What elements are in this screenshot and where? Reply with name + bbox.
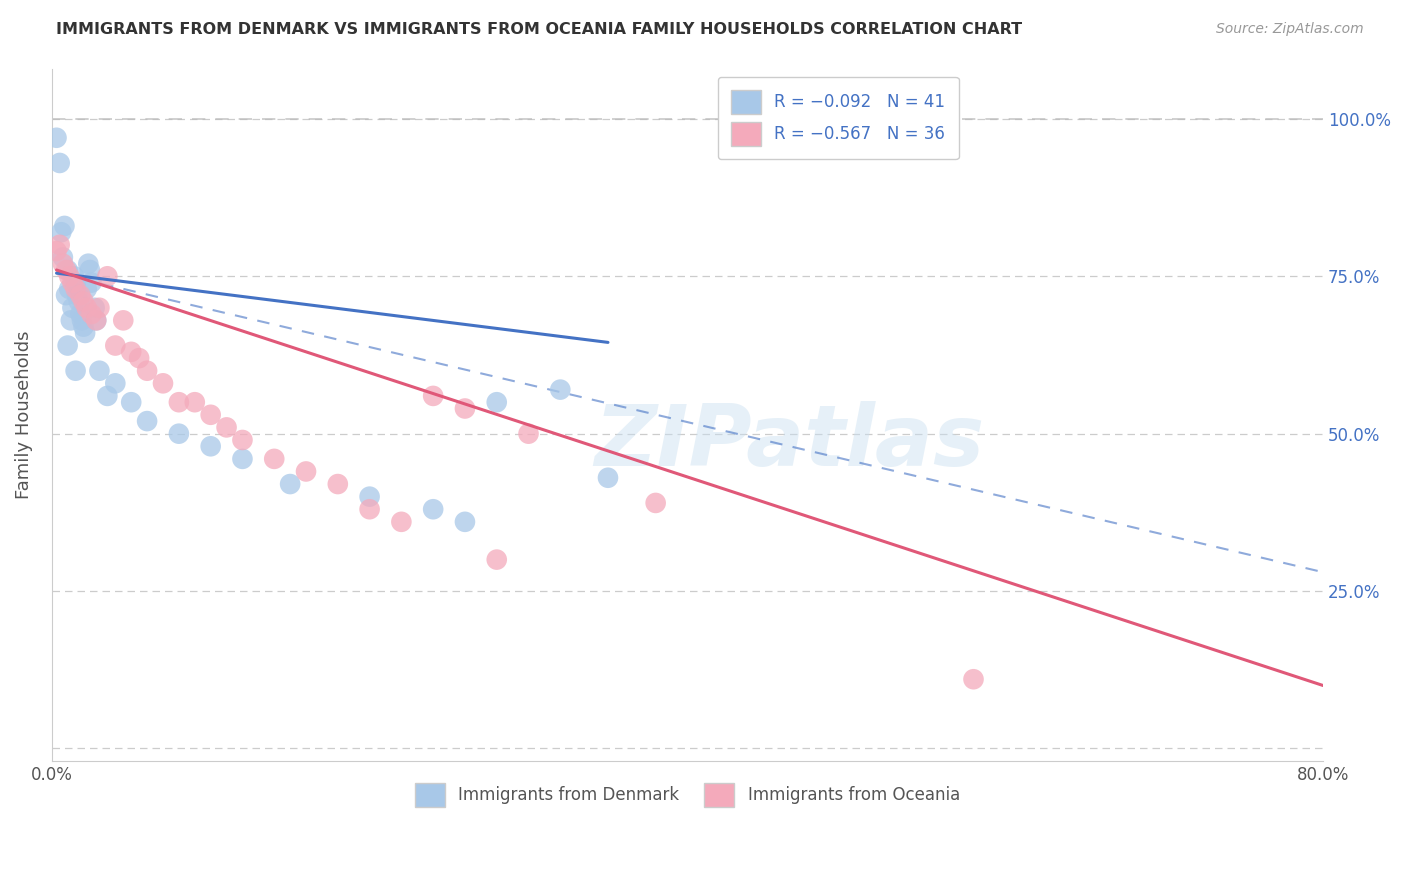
Point <box>65 282 87 296</box>
Point <box>67 294 90 309</box>
Point <box>66 288 89 302</box>
Point <box>45 244 67 259</box>
Point <box>84 313 107 327</box>
Point <box>58 269 80 284</box>
Point <box>962 672 984 686</box>
Point <box>75 326 97 340</box>
Y-axis label: Family Households: Family Households <box>15 331 32 499</box>
Point <box>62 301 84 315</box>
Point <box>454 515 477 529</box>
Point <box>231 433 253 447</box>
Point <box>422 502 444 516</box>
Point <box>56 338 79 352</box>
Point <box>79 263 101 277</box>
Point <box>104 338 127 352</box>
Point <box>89 301 111 315</box>
Point <box>72 319 94 334</box>
Point <box>96 269 118 284</box>
Text: IMMIGRANTS FROM DENMARK VS IMMIGRANTS FROM OCEANIA FAMILY HOUSEHOLDS CORRELATION: IMMIGRANTS FROM DENMARK VS IMMIGRANTS FR… <box>56 22 1022 37</box>
Point <box>69 307 91 321</box>
Point <box>48 156 70 170</box>
Point <box>63 269 86 284</box>
Point <box>128 351 150 365</box>
Point <box>84 313 107 327</box>
Point <box>278 477 301 491</box>
Point <box>454 401 477 416</box>
Point <box>77 257 100 271</box>
Point <box>596 471 619 485</box>
Point <box>76 301 98 315</box>
Point <box>136 364 159 378</box>
Point <box>45 130 67 145</box>
Point <box>72 294 94 309</box>
Point <box>231 451 253 466</box>
Text: ZIPatlas: ZIPatlas <box>593 401 984 484</box>
Point <box>104 376 127 391</box>
Point <box>83 301 105 315</box>
Point <box>53 219 76 233</box>
Point <box>485 552 508 566</box>
Point <box>136 414 159 428</box>
Text: Source: ZipAtlas.com: Source: ZipAtlas.com <box>1216 22 1364 37</box>
Point <box>326 477 349 491</box>
Point <box>58 282 80 296</box>
Point <box>80 276 103 290</box>
Point <box>65 364 87 378</box>
Point <box>550 383 572 397</box>
Point <box>644 496 666 510</box>
Point <box>359 502 381 516</box>
Point <box>59 313 82 327</box>
Point <box>389 515 412 529</box>
Point <box>517 426 540 441</box>
Point <box>48 237 70 252</box>
Point <box>167 395 190 409</box>
Point <box>120 395 142 409</box>
Point <box>422 389 444 403</box>
Point <box>76 282 98 296</box>
Point <box>359 490 381 504</box>
Point <box>263 451 285 466</box>
Point <box>80 307 103 321</box>
Point <box>52 251 75 265</box>
Point <box>62 276 84 290</box>
Point <box>184 395 207 409</box>
Point <box>96 389 118 403</box>
Point <box>200 439 222 453</box>
Point <box>120 344 142 359</box>
Legend: Immigrants from Denmark, Immigrants from Oceania: Immigrants from Denmark, Immigrants from… <box>406 775 969 815</box>
Point <box>55 288 77 302</box>
Point <box>200 408 222 422</box>
Point <box>485 395 508 409</box>
Point <box>55 263 77 277</box>
Point <box>112 313 135 327</box>
Point <box>51 225 73 239</box>
Point <box>89 364 111 378</box>
Point <box>215 420 238 434</box>
Point <box>152 376 174 391</box>
Point <box>295 465 318 479</box>
Point <box>69 288 91 302</box>
Point <box>56 263 79 277</box>
Point <box>70 313 93 327</box>
Point <box>52 257 75 271</box>
Point <box>167 426 190 441</box>
Point <box>65 276 87 290</box>
